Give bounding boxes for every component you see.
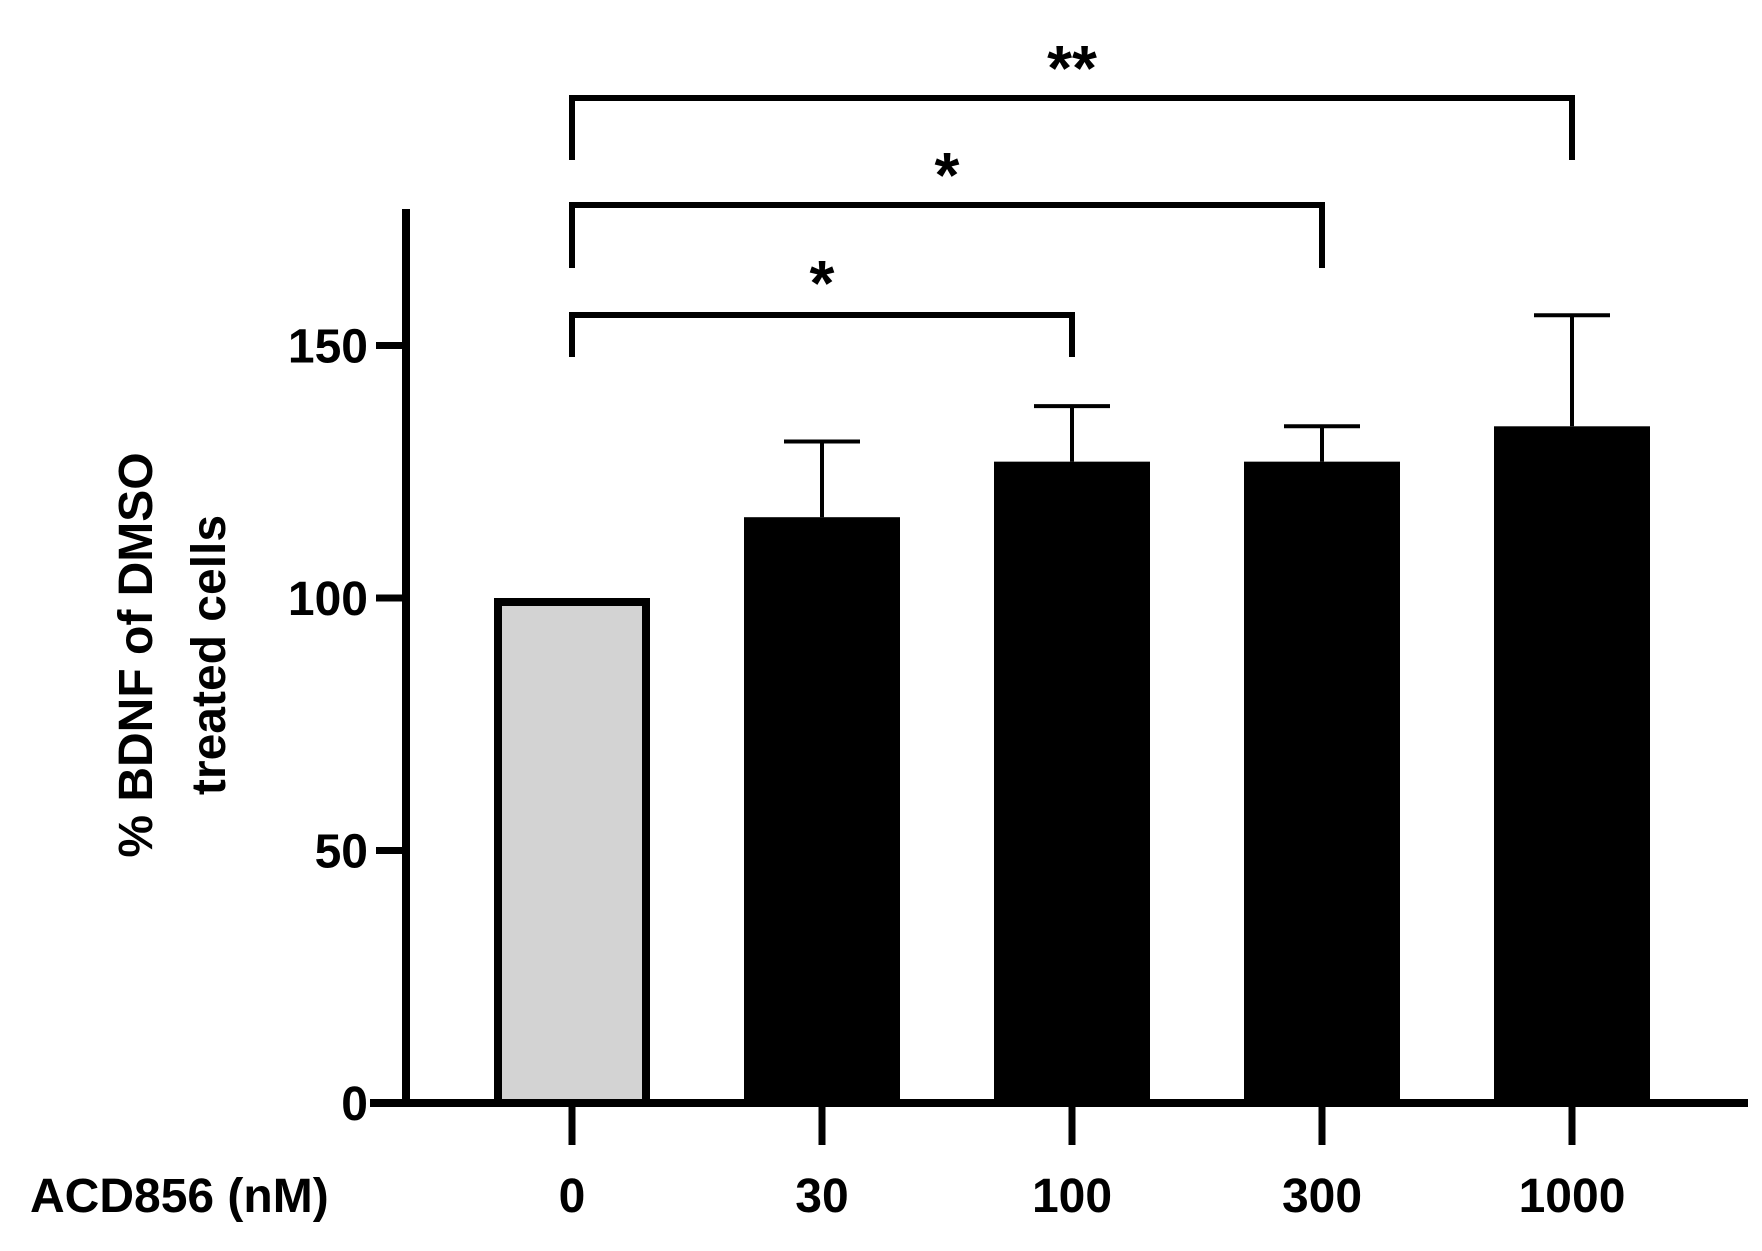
x-tick-label-100: 100 xyxy=(1032,1170,1112,1223)
x-axis-title: ACD856 (nM) xyxy=(30,1170,329,1223)
bar-1000 xyxy=(1494,426,1650,1103)
y-axis-title: % BDNF of DMSO treated cells xyxy=(110,452,236,857)
significance-layer: **** xyxy=(569,32,1575,357)
x-tick-label-30: 30 xyxy=(795,1170,848,1223)
significance-bracket-1 xyxy=(569,312,1075,357)
y-tick-label-100: 100 xyxy=(288,573,368,626)
x-tick-label-1000: 1000 xyxy=(1519,1170,1626,1223)
x-tick-label-300: 300 xyxy=(1282,1170,1362,1223)
y-axis-title-line-2: treated cells xyxy=(183,515,236,795)
y-tick-label-0: 0 xyxy=(341,1078,368,1131)
bar-0 xyxy=(494,598,650,1107)
significance-bracket-2 xyxy=(569,202,1325,268)
bars-layer xyxy=(494,426,1650,1107)
significance-label-1: * xyxy=(810,247,835,319)
bar-100 xyxy=(994,461,1150,1103)
y-axis-title-line-1: % BDNF of DMSO xyxy=(110,452,163,857)
error-bars-layer xyxy=(784,313,1610,518)
significance-bracket-3 xyxy=(569,95,1575,160)
x-tick-label-0: 0 xyxy=(559,1170,586,1223)
y-tick-label-50: 50 xyxy=(315,826,368,879)
y-tick-label-150: 150 xyxy=(288,321,368,374)
axes-layer: 0 50 100 150 0 30 100 300 1000 xyxy=(288,209,1748,1223)
significance-label-3: ** xyxy=(1047,32,1097,104)
bar-30 xyxy=(744,517,900,1103)
bar-300 xyxy=(1244,461,1400,1103)
significance-label-2: * xyxy=(935,139,960,211)
